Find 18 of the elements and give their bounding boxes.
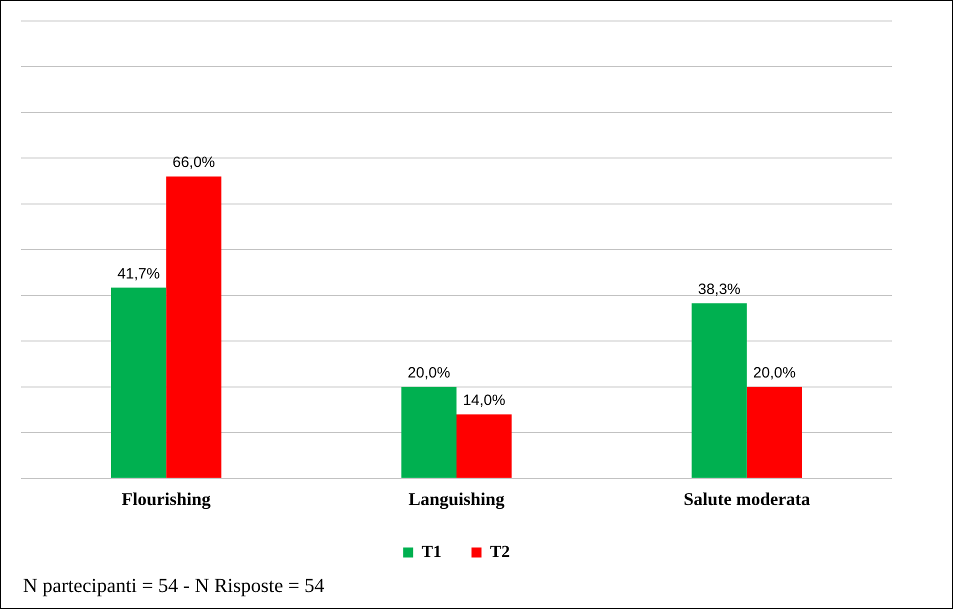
bar: [746, 386, 802, 478]
data-label: 38,3%: [698, 280, 741, 298]
legend-label: T1: [422, 542, 442, 561]
data-label: 66,0%: [172, 154, 216, 172]
bar: [456, 414, 512, 478]
legend-label: T2: [490, 542, 510, 561]
data-label: 20,0%: [408, 364, 450, 382]
bar: [692, 303, 747, 478]
x-tick-label: Languishing: [408, 488, 505, 509]
data-label: 20,0%: [753, 364, 796, 382]
x-tick-label: Flourishing: [122, 488, 211, 509]
bar: [111, 288, 166, 478]
data-label: 41,7%: [117, 265, 160, 282]
x-tick-label: Salute moderata: [684, 488, 810, 509]
text: N partecipanti = 54 - N Risposte = 54: [23, 575, 324, 598]
data-label: 14,0%: [462, 392, 506, 410]
bar: [166, 176, 222, 478]
bar: [401, 386, 456, 478]
